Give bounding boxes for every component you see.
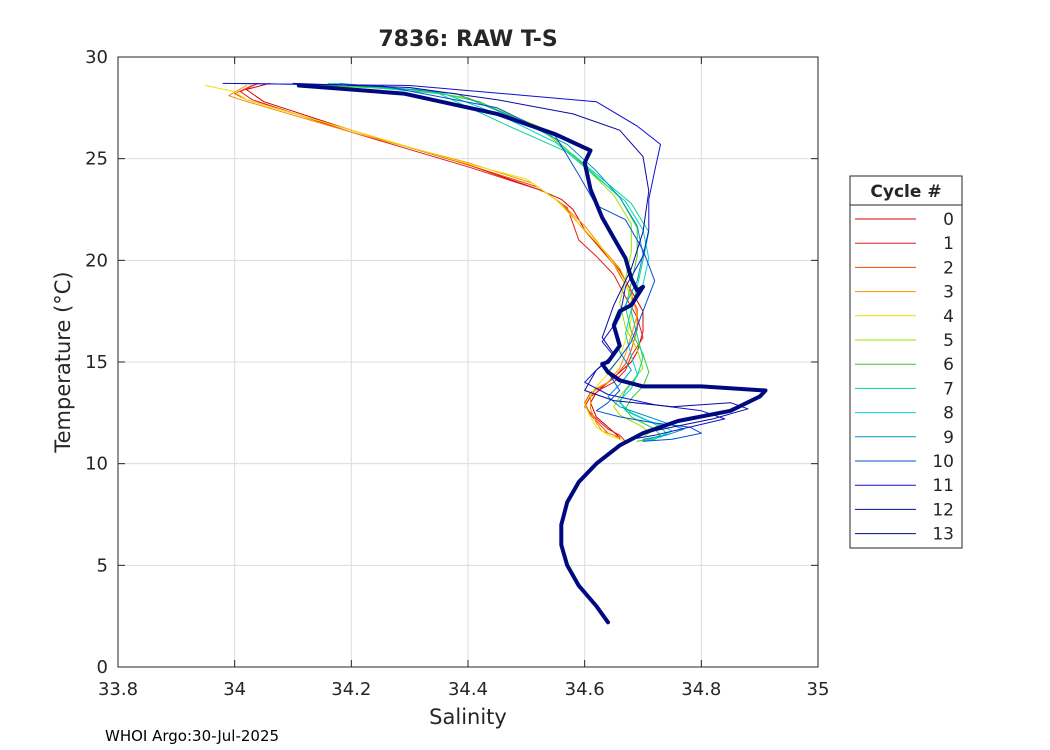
series-line-cycle-4 bbox=[205, 85, 632, 442]
legend-title: Cycle # bbox=[870, 182, 941, 202]
x-tick-label: 35 bbox=[807, 679, 830, 700]
legend-label-cycle-7: 7 bbox=[943, 379, 954, 399]
x-tick-label: 34 bbox=[223, 679, 246, 700]
x-tick-label: 34.2 bbox=[331, 679, 371, 700]
tick-labels: 33.8 34 34.2 34.4 34.6 34.8 35 0 5 10 15 20 25 30 bbox=[85, 47, 829, 700]
y-tick-label: 5 bbox=[97, 555, 108, 576]
legend-label-cycle-4: 4 bbox=[943, 307, 954, 327]
legend-label-cycle-3: 3 bbox=[943, 283, 954, 303]
legend-label-cycle-10: 10 bbox=[932, 452, 954, 472]
legend-label-cycle-0: 0 bbox=[943, 210, 954, 230]
legend-label-cycle-2: 2 bbox=[943, 258, 954, 278]
y-tick-label: 25 bbox=[85, 149, 108, 170]
legend-label-cycle-11: 11 bbox=[932, 476, 954, 496]
y-tick-label: 30 bbox=[85, 47, 108, 68]
y-tick-label: 15 bbox=[85, 352, 108, 373]
series-line-cycle-13 bbox=[296, 83, 768, 625]
legend-label-cycle-5: 5 bbox=[943, 331, 954, 351]
y-axis-label: Temperature (°C) bbox=[51, 271, 75, 453]
x-axis-label: Salinity bbox=[429, 705, 507, 729]
legend-label-cycle-9: 9 bbox=[943, 428, 954, 448]
x-tick-label: 34.4 bbox=[448, 679, 488, 700]
legend-label-cycle-13: 13 bbox=[932, 525, 954, 545]
x-tick-label: 34.6 bbox=[565, 679, 605, 700]
series-line-cycle-6 bbox=[321, 85, 661, 442]
legend-label-cycle-12: 12 bbox=[932, 500, 954, 520]
series-lines bbox=[205, 82, 768, 625]
y-tick-label: 10 bbox=[85, 454, 108, 475]
legend-label-cycle-6: 6 bbox=[943, 355, 954, 375]
y-tick-label: 0 bbox=[97, 657, 108, 678]
legend-box bbox=[849, 175, 963, 549]
x-tick-label: 34.8 bbox=[681, 679, 721, 700]
legend-label-cycle-1: 1 bbox=[943, 234, 954, 254]
y-tick-label: 20 bbox=[85, 250, 108, 271]
legend-label-cycle-8: 8 bbox=[943, 404, 954, 424]
footer-credit: WHOI Argo:30-Jul-2025 bbox=[105, 727, 279, 745]
x-tick-label: 33.8 bbox=[98, 679, 138, 700]
chart-title: 7836: RAW T-S bbox=[378, 27, 557, 52]
